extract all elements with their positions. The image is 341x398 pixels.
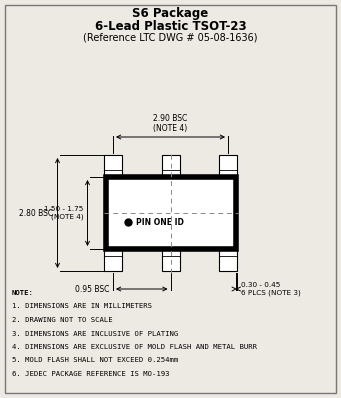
Text: 6. JEDEC PACKAGE REFERENCE IS MO-193: 6. JEDEC PACKAGE REFERENCE IS MO-193 [12, 371, 169, 377]
Text: 1.50 - 1.75
(NOTE 4): 1.50 - 1.75 (NOTE 4) [44, 206, 84, 220]
Text: 6-Lead Plastic TSOT-23: 6-Lead Plastic TSOT-23 [95, 20, 246, 33]
Bar [105, 177, 236, 249]
Text: NOTE:: NOTE: [12, 290, 34, 296]
Text: 4. DIMENSIONS ARE EXCLUSIVE OF MOLD FLASH AND METAL BURR: 4. DIMENSIONS ARE EXCLUSIVE OF MOLD FLAS… [12, 344, 257, 350]
Text: 3. DIMENSIONS ARE INCLUSIVE OF PLATING: 3. DIMENSIONS ARE INCLUSIVE OF PLATING [12, 330, 178, 336]
Bar [219, 241, 237, 271]
Text: 5. MOLD FLASH SHALL NOT EXCEED 0.254mm: 5. MOLD FLASH SHALL NOT EXCEED 0.254mm [12, 357, 178, 363]
Bar [162, 155, 179, 185]
Text: 2.90 BSC
(NOTE 4): 2.90 BSC (NOTE 4) [153, 113, 188, 133]
Text: (Reference LTC DWG # 05-08-1636): (Reference LTC DWG # 05-08-1636) [83, 33, 258, 43]
Bar [162, 241, 179, 271]
Text: S6 Package: S6 Package [132, 8, 209, 21]
Bar [104, 241, 122, 271]
Bar [219, 155, 237, 185]
Text: 2.80 BSC: 2.80 BSC [19, 209, 54, 217]
Text: PIN ONE ID: PIN ONE ID [135, 218, 183, 227]
Text: 1. DIMENSIONS ARE IN MILLIMETERS: 1. DIMENSIONS ARE IN MILLIMETERS [12, 304, 152, 310]
Text: 0.95 BSC: 0.95 BSC [75, 285, 109, 293]
Bar [104, 155, 122, 185]
Text: 2. DRAWING NOT TO SCALE: 2. DRAWING NOT TO SCALE [12, 317, 113, 323]
Text: 0.30 - 0.45
6 PLCS (NOTE 3): 0.30 - 0.45 6 PLCS (NOTE 3) [241, 282, 301, 296]
